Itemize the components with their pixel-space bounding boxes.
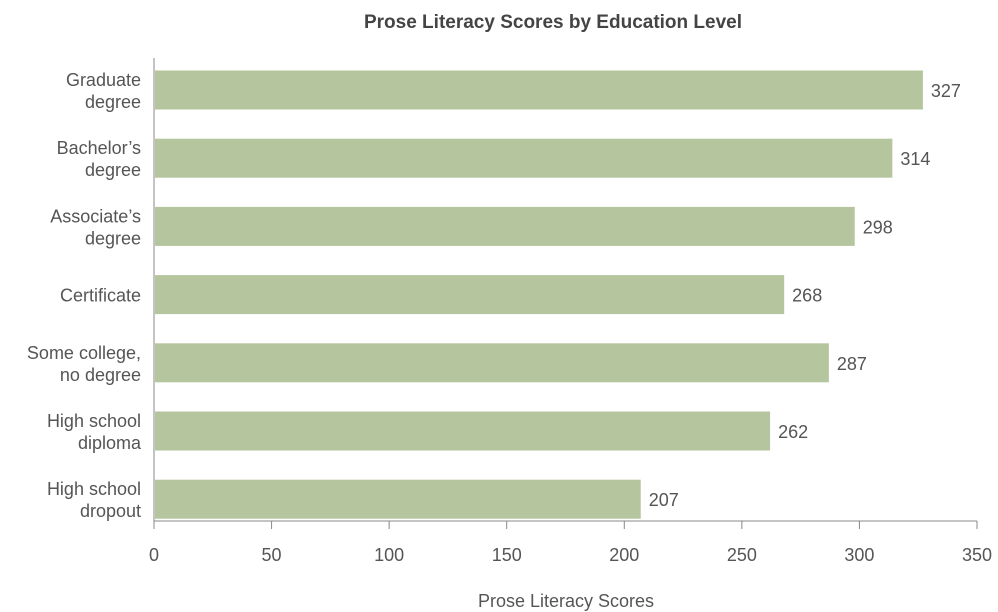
category-label: Bachelor’s degree — [57, 138, 141, 180]
bar — [155, 479, 641, 519]
x-tick-label: 200 — [609, 545, 639, 565]
x-axis-title: Prose Literacy Scores — [478, 591, 654, 611]
category-label: Certificate — [60, 286, 141, 306]
category-label-line: degree — [85, 92, 141, 112]
bar-value-label: 314 — [900, 149, 930, 169]
category-label-line: degree — [85, 160, 141, 180]
category-label-line: diploma — [78, 433, 142, 453]
bar — [155, 343, 829, 383]
bar-value-label: 298 — [863, 217, 893, 237]
bar-value-label: 268 — [792, 286, 822, 306]
bar-value-label: 287 — [837, 354, 867, 374]
category-label-line: Graduate — [66, 70, 141, 90]
category-label-line: Bachelor’s — [57, 138, 141, 158]
chart-title: Prose Literacy Scores by Education Level — [364, 12, 742, 33]
bar — [155, 411, 771, 451]
bar — [155, 275, 785, 315]
category-label-line: Some college, — [27, 343, 141, 363]
x-ticks-group: 0 50 100 150 200 250 300 350 — [149, 521, 992, 565]
value-labels-group: 327 314 298 268 287 262 207 — [649, 81, 961, 510]
bar-value-label: 327 — [931, 81, 961, 101]
bar — [155, 70, 923, 110]
bar-value-label: 207 — [649, 490, 679, 510]
bar — [155, 206, 855, 246]
category-label-line: Certificate — [60, 286, 141, 306]
category-label-line: no degree — [60, 365, 141, 385]
category-label: Graduate degree — [66, 70, 141, 112]
category-label-line: High school — [47, 479, 141, 499]
category-label-line: Associate’s — [50, 206, 141, 226]
category-label: Some college, no degree — [27, 343, 141, 385]
bar — [155, 138, 893, 178]
category-label: High school dropout — [47, 479, 141, 521]
category-label-line: degree — [85, 228, 141, 248]
bars-group — [155, 70, 923, 519]
x-tick-label: 0 — [149, 545, 159, 565]
x-tick-label: 50 — [262, 545, 282, 565]
category-label: Associate’s degree — [50, 206, 141, 248]
x-tick-label: 150 — [492, 545, 522, 565]
x-tick-label: 100 — [374, 545, 404, 565]
category-label-line: High school — [47, 411, 141, 431]
category-label: High school diploma — [47, 411, 142, 453]
category-label-line: dropout — [80, 501, 141, 521]
x-tick-label: 350 — [962, 545, 992, 565]
bar-value-label: 262 — [778, 422, 808, 442]
x-tick-label: 250 — [727, 545, 757, 565]
x-tick-label: 300 — [844, 545, 874, 565]
